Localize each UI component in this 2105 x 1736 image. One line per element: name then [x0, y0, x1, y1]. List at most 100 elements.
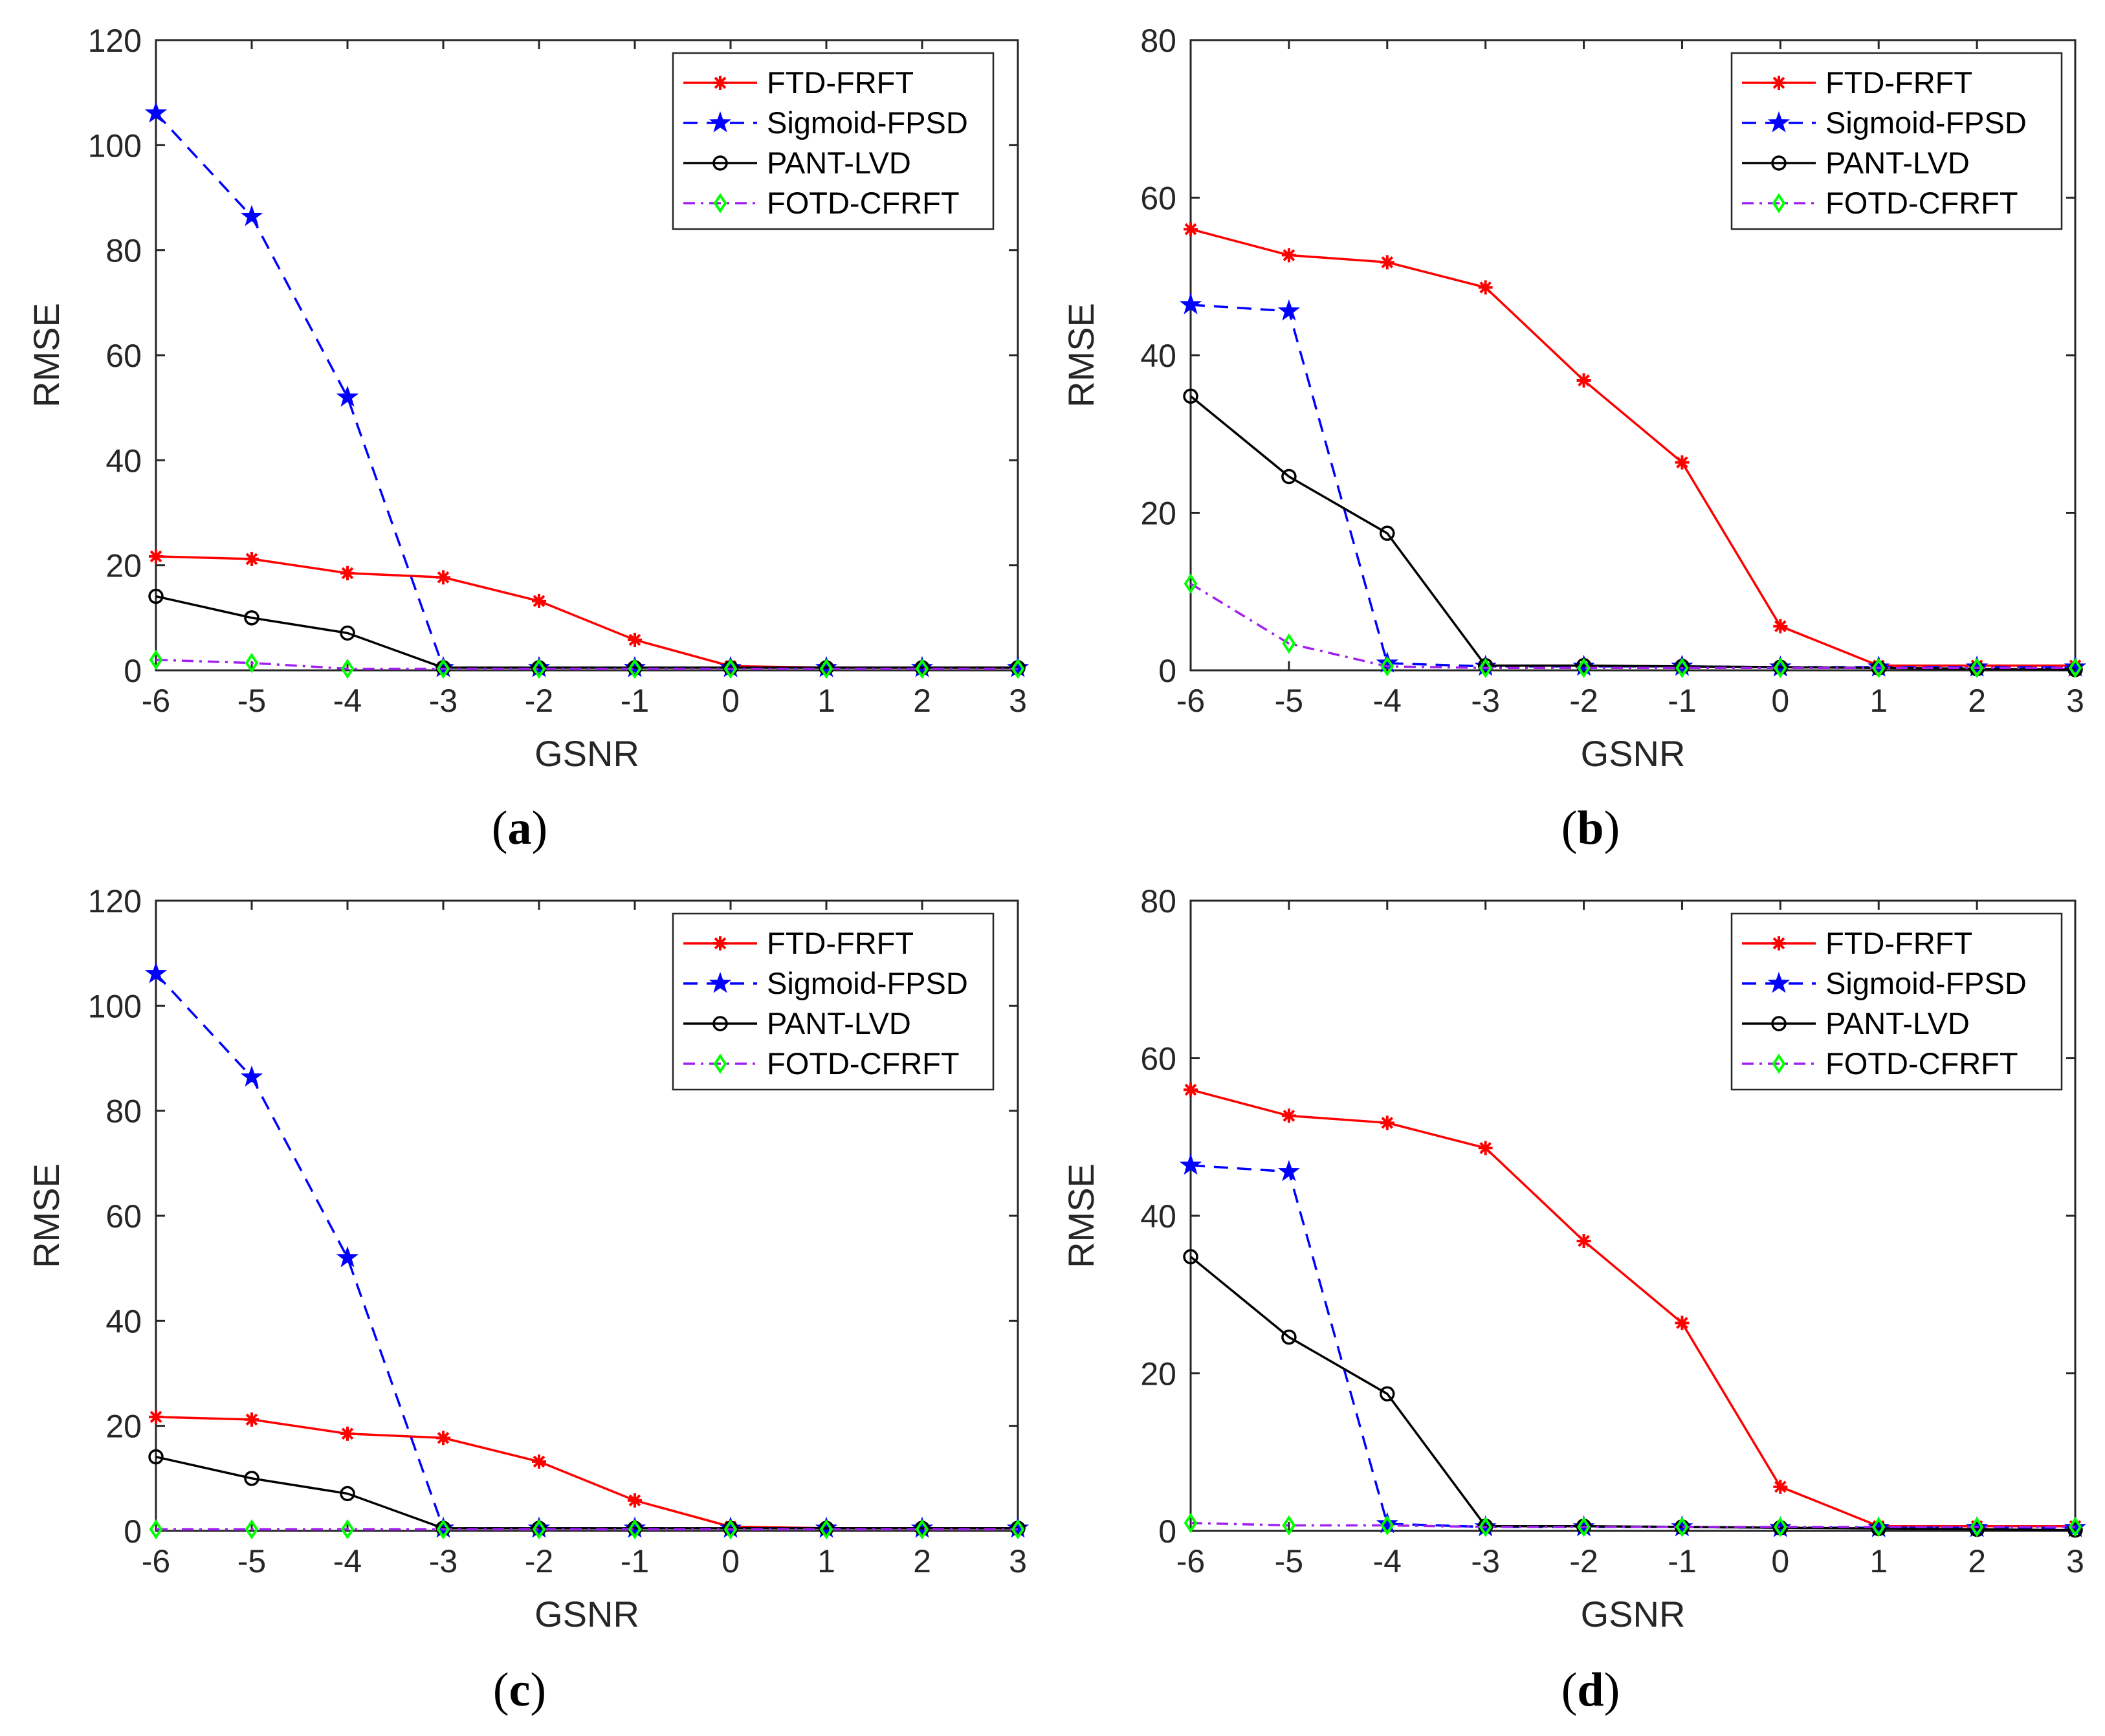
legend-marker: [713, 76, 727, 90]
data-point: [436, 570, 450, 585]
legend-label: FTD-FRFT: [767, 926, 914, 960]
data-point: [723, 658, 738, 679]
legend-label: Sigmoid-FPSD: [767, 966, 968, 1000]
x-tick-label: 3: [1009, 683, 1027, 719]
data-point: [1184, 573, 1198, 594]
y-axis-label: RMSE: [1061, 1163, 1101, 1268]
caption-b-letter: b: [1577, 802, 1604, 855]
caption-a-close: ): [531, 802, 548, 855]
x-tick-label: 1: [817, 683, 835, 719]
x-tick-label: -4: [333, 683, 362, 719]
data-point: [2068, 1517, 2082, 1537]
data-point: [436, 1431, 450, 1445]
data-point: [1576, 1233, 1591, 1248]
y-tick-label: 80: [105, 1093, 142, 1130]
data-point: [2064, 655, 2087, 677]
legend: FTD-FRFT Sigmoid-FPSD PANT-LVD FOTD-CFRFT: [1730, 52, 2063, 230]
caption-d-open: (: [1561, 1664, 1578, 1717]
x-tick-label: -5: [237, 683, 266, 719]
series-line: [1190, 228, 2075, 667]
data-point: [149, 1519, 163, 1540]
data-point: [245, 1519, 259, 1540]
y-tick-label: 40: [1140, 1198, 1176, 1235]
series-line: [155, 659, 1018, 670]
legend-marker: [1771, 155, 1787, 171]
data-point: [436, 658, 450, 679]
data-point: [532, 658, 546, 679]
legend-marker: [713, 1053, 727, 1074]
y-tick-label: 20: [105, 548, 142, 584]
x-tick-label: 2: [913, 1543, 931, 1579]
x-tick-label: -1: [1668, 1543, 1696, 1579]
data-point: [819, 658, 833, 679]
caption-c: (c): [423, 1663, 617, 1718]
x-axis-label: GSNR: [1581, 1594, 1686, 1634]
caption-c-letter: c: [509, 1664, 531, 1717]
chart-panel-c: -6 -5 -4 -3 -2 -1 0 1 2 3 0 20 40 60 80 100 120 GSNR RMSE F…: [0, 861, 1052, 1656]
x-tick-label: -6: [1176, 683, 1205, 719]
data-point: [2068, 657, 2082, 678]
caption-a: (a): [423, 801, 617, 856]
data-point: [1179, 293, 1202, 314]
x-tick-label: -2: [1569, 1543, 1598, 1579]
y-tick-label: 0: [124, 1513, 142, 1550]
legend-marker: [1767, 971, 1791, 993]
x-tick-label: -5: [1275, 1543, 1303, 1579]
legend-marker: [712, 155, 728, 171]
data-point: [1577, 1517, 1591, 1537]
y-tick-label: 60: [105, 1198, 142, 1235]
x-tick-label: -3: [1471, 683, 1499, 719]
y-tick-label: 100: [88, 127, 142, 164]
data-point: [245, 653, 259, 674]
chart-a-svg: -6 -5 -4 -3 -2 -1 0 1 2 3 0 20 40 60 80 100 120 GSNR RMSE F…: [26, 23, 1030, 774]
data-point: [244, 610, 259, 626]
y-tick-label: 120: [88, 883, 142, 919]
chart-panel-b: -6 -5 -4 -3 -2 -1 0 1 2 3 0 20 40 60 80 GSNR RMSE FTD-FRF…: [1052, 0, 2105, 796]
legend-label: Sigmoid-FPSD: [1825, 966, 2027, 1000]
data-point: [1478, 1141, 1493, 1156]
data-point: [340, 625, 355, 641]
x-tick-label: 0: [722, 1543, 740, 1579]
data-point: [144, 101, 168, 123]
y-tick-label: 120: [88, 23, 142, 59]
x-tick-label: -6: [142, 683, 170, 719]
data-point: [1675, 1517, 1689, 1537]
data-point: [1871, 1517, 1886, 1537]
data-point: [1965, 655, 1989, 677]
y-tick-label: 60: [1140, 1041, 1176, 1077]
x-tick-label: -2: [525, 1543, 553, 1579]
x-tick-label: -5: [1275, 683, 1303, 719]
legend: FTD-FRFT Sigmoid-FPSD PANT-LVD FOTD-CFRFT: [672, 52, 995, 230]
x-tick-label: 2: [1968, 683, 1986, 719]
x-tick-label: -1: [621, 683, 649, 719]
data-point: [1179, 1154, 1202, 1175]
data-point: [1380, 525, 1395, 541]
data-point: [240, 204, 263, 226]
y-tick-label: 40: [105, 1303, 142, 1339]
legend-label: FOTD-CFRFT: [767, 1046, 960, 1081]
data-point: [149, 650, 163, 670]
data-point: [1282, 1515, 1296, 1536]
data-point: [1281, 468, 1297, 485]
data-point: [245, 1412, 259, 1427]
legend-marker: [712, 1016, 728, 1031]
caption-c-open: (: [492, 1664, 509, 1717]
y-tick-label: 80: [1140, 883, 1176, 919]
caption-b-close: ): [1604, 802, 1620, 855]
data-point: [628, 1519, 642, 1540]
caption-b-open: (: [1561, 802, 1578, 855]
data-point: [1183, 388, 1198, 404]
data-point: [1576, 373, 1591, 388]
x-tick-label: 0: [1771, 683, 1789, 719]
data-point: [1868, 1516, 1890, 1537]
legend-marker: [713, 936, 727, 950]
legend-label: FTD-FRFT: [1825, 926, 1972, 960]
data-point: [1184, 1082, 1198, 1097]
legend-label: PANT-LVD: [1825, 146, 1970, 180]
x-tick-label: -6: [1176, 1543, 1205, 1579]
data-point: [340, 1426, 355, 1441]
data-point: [240, 1065, 263, 1087]
x-tick-label: -1: [621, 1543, 649, 1579]
y-tick-label: 80: [1140, 23, 1176, 59]
data-point: [1479, 657, 1493, 678]
